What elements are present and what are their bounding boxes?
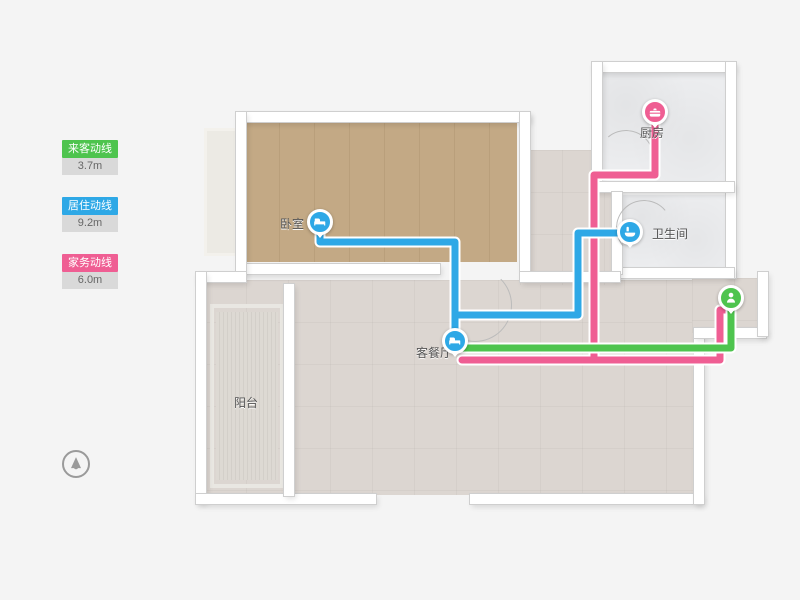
wall [694,328,766,338]
legend-item-living: 居住动线 9.2m [62,197,118,232]
wall [284,284,294,496]
compass-icon [62,450,90,478]
node-entry-icon [718,285,744,311]
label-bathroom: 卫生间 [652,225,688,242]
wall [726,62,736,278]
legend-value: 3.7m [62,158,118,175]
label-bedroom: 卧室 [280,215,304,232]
legend-value: 6.0m [62,272,118,289]
floor-bedroom [245,120,517,262]
legend: 来客动线 3.7m 居住动线 9.2m 家务动线 6.0m [62,140,118,311]
wall [592,62,734,72]
wall [592,182,734,192]
legend-item-chores: 家务动线 6.0m [62,254,118,289]
wall [240,112,530,122]
wall [196,272,206,502]
legend-label: 居住动线 [62,197,118,215]
node-living-icon [442,328,468,354]
legend-label: 家务动线 [62,254,118,272]
wall [240,264,440,274]
wall [520,112,530,272]
legend-item-guest: 来客动线 3.7m [62,140,118,175]
wall [694,334,704,504]
node-bathroom-icon [617,219,643,245]
label-balcony: 阳台 [234,394,258,411]
wall [520,272,620,282]
wall [470,494,702,504]
node-kitchen-icon [642,99,668,125]
wall [612,268,734,278]
wall [236,112,246,272]
node-bedroom-icon [307,209,333,235]
legend-value: 9.2m [62,215,118,232]
floorplan-canvas: 来客动线 3.7m 居住动线 9.2m 家务动线 6.0m [0,0,800,600]
legend-label: 来客动线 [62,140,118,158]
wall [758,272,768,336]
